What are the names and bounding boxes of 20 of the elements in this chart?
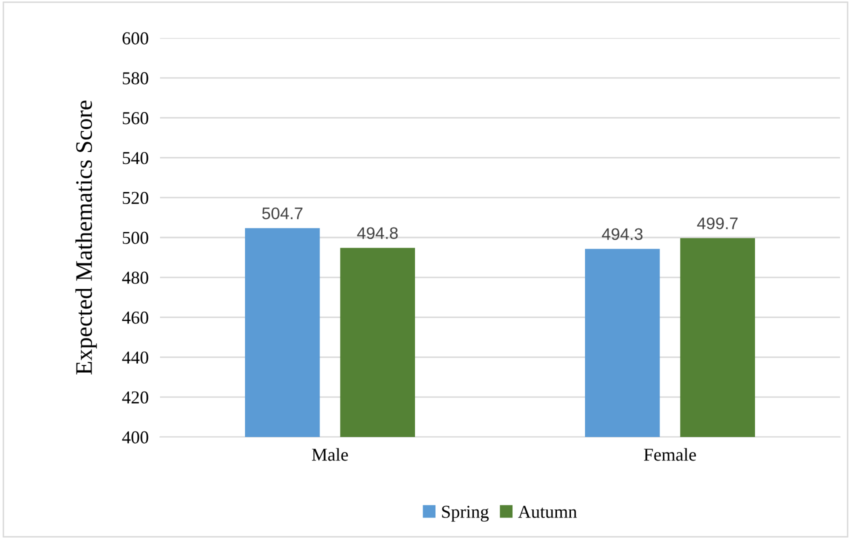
y-tick-label: 520 <box>122 192 148 204</box>
legend-label: Spring <box>442 506 489 522</box>
y-tick-label: 580 <box>122 72 148 84</box>
y-axis-title: Expected Mathematics Score <box>75 100 97 375</box>
y-tick-label: 440 <box>122 351 148 364</box>
data-label: 494.8 <box>357 227 398 240</box>
y-tick-label: 560 <box>122 112 148 124</box>
y-tick-label: 460 <box>122 312 148 324</box>
x-tick-label: Female <box>644 448 696 461</box>
data-label: 504.7 <box>262 207 302 220</box>
y-tick-label: 600 <box>122 32 148 44</box>
y-tick-label: 420 <box>122 391 148 404</box>
y-tick-label: 500 <box>122 232 148 244</box>
data-label: 499.7 <box>697 217 738 230</box>
data-label: 494.3 <box>602 228 643 240</box>
legend-label: Autumn <box>518 506 577 518</box>
y-tick-label: 480 <box>122 272 148 284</box>
y-tick-label: 400 <box>122 431 148 444</box>
x-tick-label: Male <box>312 448 348 461</box>
y-tick-label: 540 <box>122 152 148 164</box>
